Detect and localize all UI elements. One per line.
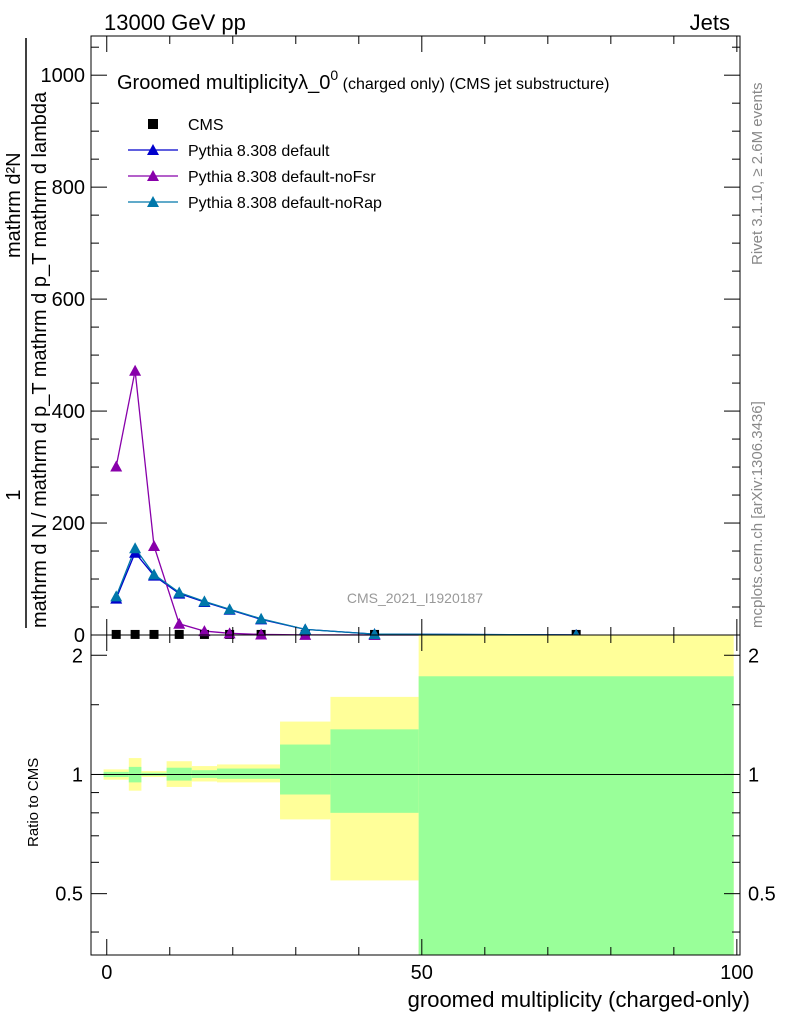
- series-line-noRap: [115, 546, 577, 636]
- xtick-label: 0: [101, 962, 112, 984]
- data-point-noFsr: [110, 460, 123, 472]
- legend-marker-noFsr: [147, 170, 159, 181]
- ratio-panel: 0.5 0.5 1 1 2 2 0 50 100 Ratio to CMS groomed mu…: [25, 634, 776, 1012]
- watermark: CMS_2021_I1920187: [347, 590, 483, 606]
- main-title: Groomed multiplicityλ_00 (charged only) …: [117, 67, 609, 94]
- legend-marker-cms: [148, 119, 158, 129]
- data-point-noRap: [129, 542, 142, 554]
- data-point-cms: [174, 629, 184, 639]
- ratio-band-inner: [280, 744, 331, 795]
- main-panel: CMS_2021_I1920187 0 200 400 600 800 1000 Groo…: [3, 35, 741, 647]
- data-point-noRap: [223, 603, 236, 615]
- main-ytick-label: 600: [52, 289, 85, 311]
- y-axis-label: 1 mathrm d N / mathrm d p_T mathrm d p_T…: [3, 38, 51, 628]
- header-category-label: Jets: [690, 10, 730, 35]
- main-ytick-label: 800: [52, 177, 85, 199]
- ratio-ytick-label-right: 1: [748, 764, 759, 786]
- x-axis-label: groomed multiplicity (charged-only): [408, 987, 750, 1012]
- ratio-ytick-label: 1: [72, 764, 83, 786]
- data-point-noRap: [255, 612, 268, 624]
- side-mcplots-label: mcplots.cern.ch [arXiv:1306.3436]: [749, 401, 766, 628]
- main-ytick-label: 1000: [41, 65, 86, 87]
- data-point-noFsr: [148, 539, 161, 551]
- svg-text:Groomed multiplicityλ_00 (char: Groomed multiplicityλ_00 (charged only) …: [117, 67, 609, 94]
- data-point-noRap: [148, 568, 161, 580]
- ratio-band-inner: [217, 768, 281, 779]
- data-point-cms: [149, 629, 159, 639]
- ratio-ytick-label-right: 0.5: [748, 884, 776, 906]
- legend-marker-noRap: [147, 196, 159, 207]
- data-point-noRap: [110, 590, 123, 602]
- legend: CMS Pythia 8.308 default Pythia 8.308 defa…: [128, 117, 382, 212]
- data-point-noFsr: [255, 628, 268, 640]
- xtick-label: 100: [720, 962, 753, 984]
- data-point-noRap: [299, 623, 312, 635]
- title-suffix: (charged only) (CMS jet substructure): [338, 76, 609, 93]
- ratio-band-inner: [330, 729, 419, 813]
- legend-label-noFsr: Pythia 8.308 default-noFsr: [188, 169, 376, 186]
- legend-label-noRap: Pythia 8.308 default-noRap: [188, 195, 382, 212]
- header-energy-label: 13000 GeV pp: [104, 10, 246, 35]
- xtick-label: 50: [411, 962, 433, 984]
- data-point-noFsr: [198, 625, 211, 637]
- data-point-cms: [130, 629, 140, 639]
- main-marks: [110, 364, 583, 640]
- data-point-noFsr: [173, 617, 186, 629]
- ratio-band-inner: [418, 676, 734, 955]
- y-axis-label-denominator: mathrm d N / mathrm d p_T mathrm d p_T m…: [29, 91, 51, 628]
- legend-label-cms: CMS: [188, 117, 224, 134]
- y-axis-label-prefix: 1: [3, 489, 25, 500]
- legend-label-default: Pythia 8.308 default: [188, 143, 330, 160]
- data-point-noFsr: [129, 364, 142, 376]
- title-main: Groomed multiplicityλ_0: [117, 72, 330, 94]
- main-ytick-label: 400: [52, 401, 85, 423]
- ratio-ytick-label: 0.5: [55, 884, 83, 906]
- side-rivet-label: Rivet 3.1.10, ≥ 2.6M events: [749, 83, 766, 266]
- ratio-frame: [90, 634, 741, 956]
- ratio-ytick-label-right: 2: [748, 645, 759, 667]
- data-point-noRap: [198, 595, 211, 607]
- data-point-cms: [111, 629, 121, 639]
- legend-marker-default: [147, 144, 159, 155]
- main-ytick-label: 200: [52, 513, 85, 535]
- ratio-bands: [91, 635, 740, 955]
- title-superscript: 0: [330, 67, 338, 83]
- main-ytick-label: 0: [74, 625, 85, 647]
- data-point-noRap: [368, 628, 381, 640]
- data-point-noRap: [173, 586, 186, 598]
- main-axes: 0 200 400 600 800 1000: [41, 36, 740, 647]
- ratio-y-axis-label: Ratio to CMS: [25, 758, 42, 847]
- ratio-ytick-label: 2: [72, 645, 83, 667]
- y-axis-label-numerator: mathrm d²N: [3, 152, 25, 258]
- ratio-axes: 0.5 0.5 1 1 2 2 0 50 100: [55, 635, 776, 984]
